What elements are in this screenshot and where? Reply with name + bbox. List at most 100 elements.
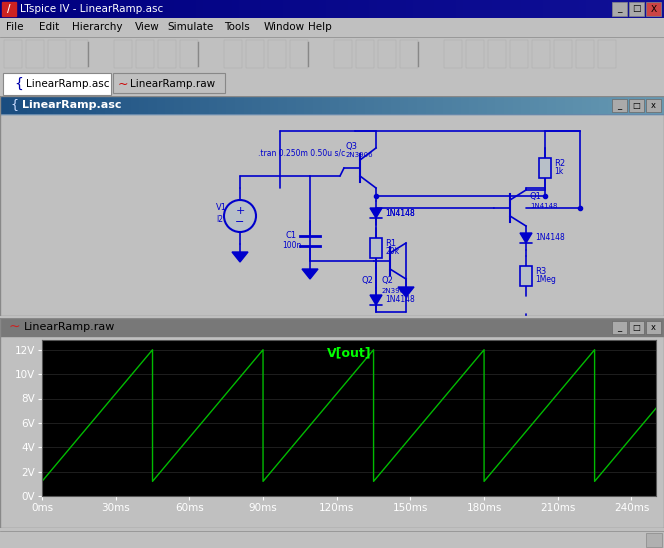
Bar xyxy=(293,0,294,18)
Bar xyxy=(510,40,528,68)
Bar xyxy=(557,0,558,18)
Bar xyxy=(372,96,373,114)
Bar xyxy=(601,0,602,18)
Bar xyxy=(445,96,446,114)
Bar xyxy=(126,0,127,18)
Bar xyxy=(386,96,387,114)
Bar xyxy=(382,0,383,18)
Bar xyxy=(368,96,369,114)
Bar xyxy=(180,0,181,18)
Bar xyxy=(56,0,57,18)
Bar xyxy=(420,96,421,114)
Bar xyxy=(430,0,431,18)
Bar xyxy=(317,0,318,18)
Bar xyxy=(554,0,555,18)
Bar xyxy=(611,96,612,114)
Bar xyxy=(150,96,151,114)
Bar xyxy=(108,0,109,18)
Bar xyxy=(431,0,432,18)
Bar xyxy=(386,0,387,18)
Bar xyxy=(560,96,561,114)
Bar xyxy=(256,0,257,18)
Bar xyxy=(655,96,656,114)
Bar xyxy=(0,96,664,114)
Bar xyxy=(43,96,44,114)
Bar xyxy=(58,0,59,18)
Bar xyxy=(524,96,525,114)
Text: 1N4148: 1N4148 xyxy=(385,295,415,305)
Bar xyxy=(263,0,264,18)
Bar xyxy=(438,0,439,18)
Bar xyxy=(345,0,346,18)
Bar xyxy=(361,0,362,18)
Bar xyxy=(416,0,417,18)
Bar xyxy=(412,96,413,114)
Bar xyxy=(267,96,268,114)
Bar xyxy=(303,96,304,114)
Bar xyxy=(549,96,550,114)
Bar xyxy=(517,96,518,114)
Bar xyxy=(371,0,372,18)
Bar xyxy=(46,0,47,18)
Text: Window: Window xyxy=(263,22,304,32)
Bar xyxy=(383,96,384,114)
Text: File: File xyxy=(6,22,23,32)
Bar xyxy=(205,96,206,114)
Bar xyxy=(234,96,235,114)
Bar xyxy=(580,96,581,114)
Bar xyxy=(507,96,508,114)
Bar xyxy=(79,0,80,18)
Bar xyxy=(612,99,627,112)
Bar xyxy=(639,0,640,18)
Bar xyxy=(510,96,511,114)
Bar xyxy=(421,96,422,114)
Bar xyxy=(74,96,75,114)
Bar xyxy=(231,96,232,114)
Bar xyxy=(605,0,606,18)
Bar xyxy=(349,0,350,18)
Bar xyxy=(330,96,331,114)
Bar xyxy=(489,0,490,18)
Bar xyxy=(491,0,492,18)
Bar xyxy=(446,96,447,114)
Bar xyxy=(62,96,63,114)
Bar xyxy=(379,0,380,18)
Bar xyxy=(116,96,117,114)
Bar xyxy=(227,96,228,114)
Bar xyxy=(587,96,588,114)
Bar xyxy=(19,96,20,114)
Bar xyxy=(30,96,31,114)
Bar xyxy=(503,96,504,114)
Bar xyxy=(405,0,406,18)
Bar xyxy=(152,96,153,114)
Bar xyxy=(396,96,397,114)
Bar xyxy=(163,0,164,18)
Bar xyxy=(144,0,145,18)
Bar xyxy=(459,96,460,114)
Bar xyxy=(217,0,218,18)
Bar xyxy=(88,96,89,114)
Bar xyxy=(543,96,544,114)
Text: View: View xyxy=(135,22,159,32)
Bar xyxy=(38,0,39,18)
Bar xyxy=(183,0,184,18)
Bar xyxy=(172,0,173,18)
Bar xyxy=(310,0,311,18)
Bar xyxy=(175,0,176,18)
Bar xyxy=(227,0,228,18)
Bar xyxy=(333,0,334,18)
Bar xyxy=(302,0,303,18)
Bar xyxy=(347,96,348,114)
Bar xyxy=(408,0,409,18)
Bar xyxy=(14,96,15,114)
Bar xyxy=(105,96,106,114)
Bar xyxy=(246,0,247,18)
Bar xyxy=(513,96,514,114)
Bar xyxy=(124,96,125,114)
Bar xyxy=(545,0,546,18)
Bar xyxy=(520,266,532,286)
Bar xyxy=(428,96,429,114)
Bar xyxy=(220,96,221,114)
Bar xyxy=(45,96,46,114)
Text: V1: V1 xyxy=(216,203,227,213)
